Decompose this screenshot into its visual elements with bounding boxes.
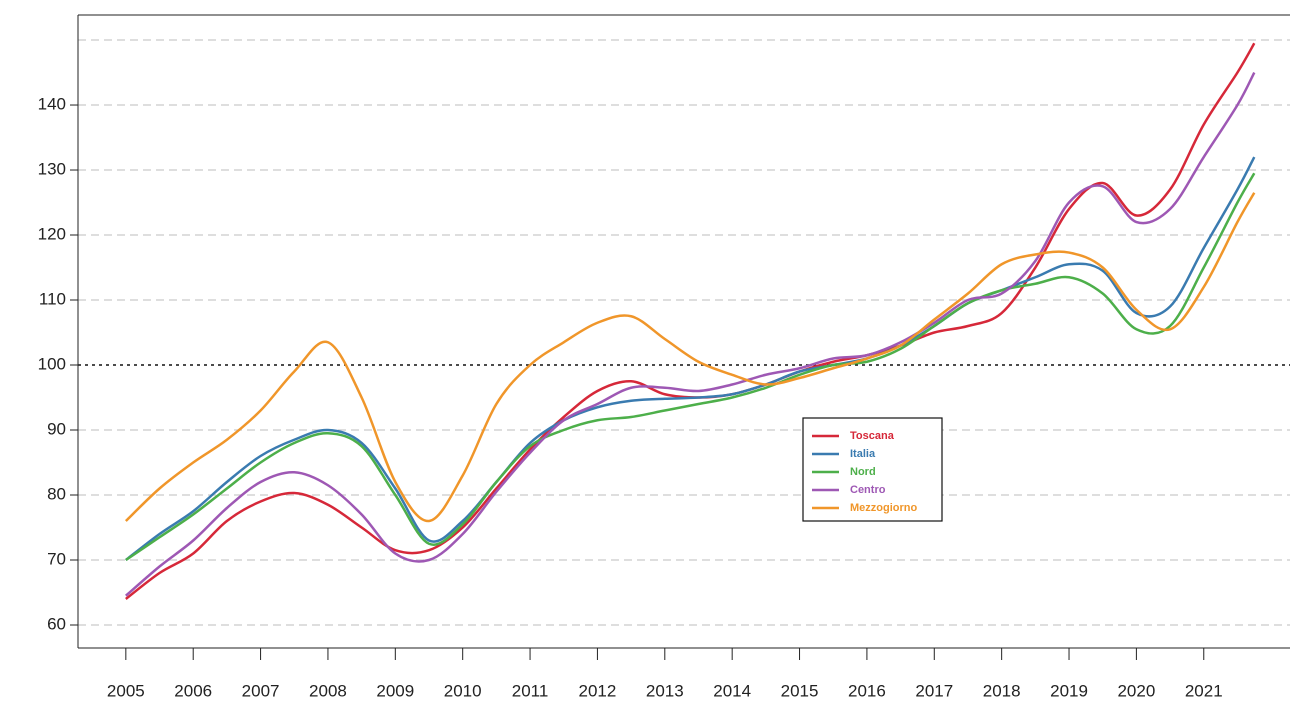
y-tick-label: 120 xyxy=(38,224,66,243)
y-tick-label: 100 xyxy=(38,354,66,373)
series-line xyxy=(124,192,1256,523)
x-tick-label: 2009 xyxy=(376,681,414,700)
x-tick-label: 2015 xyxy=(781,681,819,700)
series-line xyxy=(125,71,1256,597)
x-tick-label: 2005 xyxy=(107,681,145,700)
x-tick-label: 2010 xyxy=(444,681,482,700)
series-line xyxy=(125,172,1256,562)
x-tick-label: 2012 xyxy=(579,681,617,700)
x-tick-label: 2007 xyxy=(242,681,280,700)
x-tick-label: 2019 xyxy=(1050,681,1088,700)
legend-label: Toscana xyxy=(850,430,895,442)
y-tick-label: 140 xyxy=(38,95,66,114)
x-tick-label: 2021 xyxy=(1185,681,1223,700)
y-tick-label: 70 xyxy=(47,549,66,568)
y-tick-label: 60 xyxy=(47,614,66,633)
x-tick-label: 2018 xyxy=(983,681,1021,700)
series-line xyxy=(125,156,1256,561)
x-tick-label: 2011 xyxy=(512,681,549,700)
x-tick-label: 2020 xyxy=(1117,681,1155,700)
legend-label: Nord xyxy=(850,466,876,478)
x-tick-label: 2017 xyxy=(915,681,953,700)
y-tick-label: 110 xyxy=(39,289,66,308)
x-tick-label: 2016 xyxy=(848,681,886,700)
legend-label: Italia xyxy=(850,448,876,460)
x-tick-label: 2006 xyxy=(174,681,212,700)
x-tick-label: 2008 xyxy=(309,681,347,700)
legend-label: Centro xyxy=(850,484,886,496)
x-tick-label: 2013 xyxy=(646,681,684,700)
legend-label: Mezzogiorno xyxy=(850,502,917,514)
x-tick-label: 2014 xyxy=(713,681,751,700)
y-tick-label: 90 xyxy=(47,419,66,438)
y-tick-label: 130 xyxy=(38,160,66,179)
y-tick-label: 80 xyxy=(47,484,66,503)
